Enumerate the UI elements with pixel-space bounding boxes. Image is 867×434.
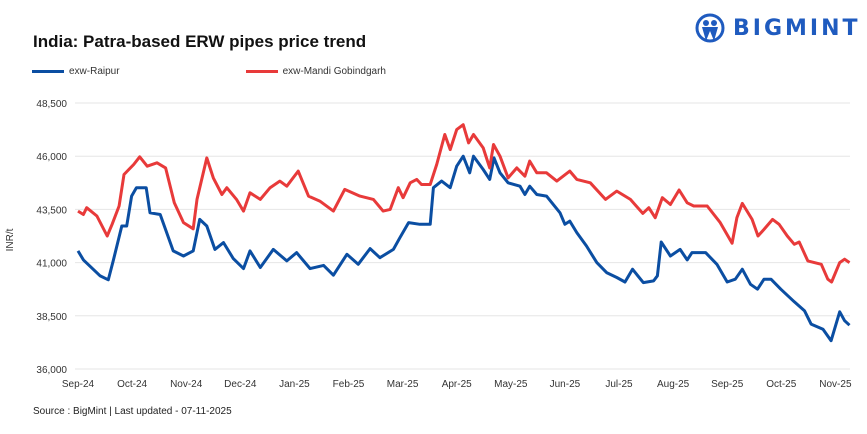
- x-tick-label: Feb-25: [333, 379, 365, 390]
- y-axis-label: INR/t: [5, 228, 16, 251]
- y-tick-label: 36,000: [36, 365, 67, 376]
- y-tick-label: 48,500: [36, 99, 67, 110]
- x-tick-label: Oct-25: [766, 379, 796, 390]
- x-tick-label: Jan-25: [279, 379, 310, 390]
- y-tick-label: 43,500: [36, 205, 67, 216]
- legend-label-mandi-gobindgarh: exw-Mandi Gobindgarh: [282, 66, 386, 77]
- logo-text: BIGMINT: [733, 15, 861, 41]
- y-tick-label: 38,500: [36, 312, 67, 323]
- x-tick-label: Jun-25: [550, 379, 581, 390]
- legend: exw-Raipur exw-Mandi Gobindgarh: [32, 66, 422, 77]
- chart-title: India: Patra-based ERW pipes price trend: [33, 32, 367, 51]
- x-tick-label: Apr-25: [442, 379, 472, 390]
- x-tick-label: Mar-25: [387, 379, 419, 390]
- legend-swatch-mandi-gobindgarh: [245, 70, 278, 73]
- x-tick-label: Sep-25: [711, 379, 744, 390]
- x-tick-label: Nov-24: [170, 379, 203, 390]
- x-tick-label: Jul-25: [605, 379, 633, 390]
- x-tick-label: Oct-24: [117, 379, 147, 390]
- x-tick-label: May-25: [494, 379, 528, 390]
- x-tick-label: Sep-24: [62, 379, 95, 390]
- x-tick-label: Aug-25: [657, 379, 690, 390]
- bigmint-logo: BIGMINT: [695, 13, 861, 43]
- x-tick-label: Nov-25: [819, 379, 852, 390]
- source-note: Source : BigMint | Last updated - 07-11-…: [33, 406, 232, 417]
- legend-item-mandi-gobindgarh: exw-Mandi Gobindgarh: [245, 66, 386, 77]
- series-line-mandi-gobindgarh: [77, 123, 851, 284]
- legend-label-raipur: exw-Raipur: [69, 66, 120, 77]
- legend-item-raipur: exw-Raipur: [32, 66, 120, 77]
- series-line-raipur: [76, 154, 851, 343]
- x-tick-label: Dec-24: [224, 379, 257, 390]
- legend-swatch-raipur: [32, 70, 64, 73]
- bigmint-logo-icon: [695, 13, 725, 43]
- y-tick-label: 46,000: [36, 152, 67, 163]
- y-tick-label: 41,000: [36, 259, 67, 270]
